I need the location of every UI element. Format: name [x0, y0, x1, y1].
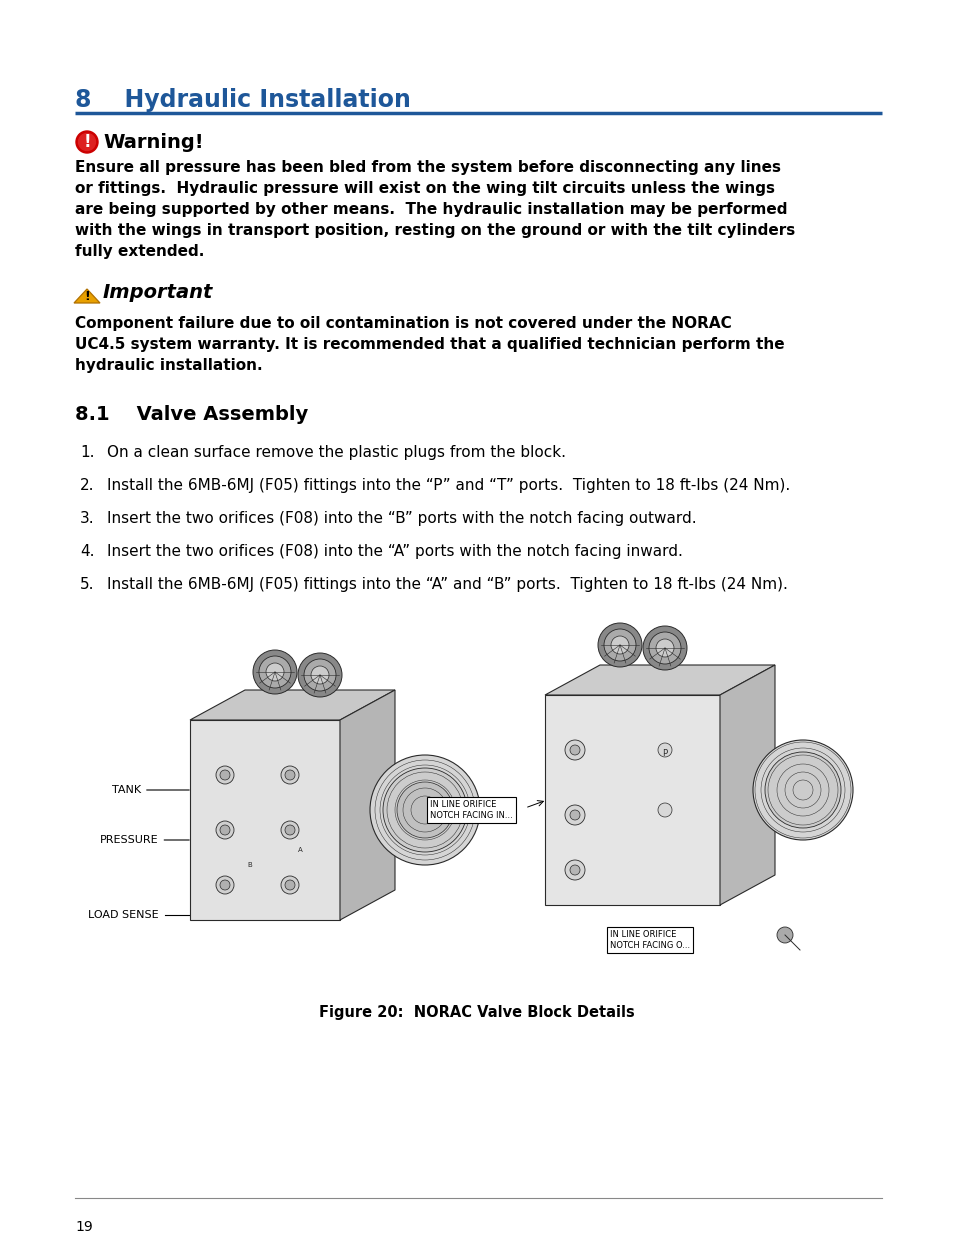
Text: PRESSURE: PRESSURE	[100, 835, 189, 845]
Circle shape	[285, 881, 294, 890]
Text: 4.: 4.	[80, 543, 94, 559]
Circle shape	[281, 766, 298, 784]
Circle shape	[642, 626, 686, 671]
Polygon shape	[544, 695, 720, 905]
Circle shape	[220, 881, 230, 890]
Circle shape	[656, 638, 673, 657]
Text: On a clean surface remove the plastic plugs from the block.: On a clean surface remove the plastic pl…	[107, 445, 565, 459]
Circle shape	[752, 740, 852, 840]
Circle shape	[610, 636, 628, 655]
Text: 5.: 5.	[80, 577, 94, 592]
Polygon shape	[74, 289, 100, 303]
Text: IN LINE ORIFICE
NOTCH FACING IN...: IN LINE ORIFICE NOTCH FACING IN...	[430, 799, 512, 820]
Polygon shape	[720, 664, 774, 905]
Circle shape	[658, 743, 671, 757]
Text: 2.: 2.	[80, 478, 94, 493]
Circle shape	[258, 656, 291, 688]
Text: Insert the two orifices (F08) into the “A” ports with the notch facing inward.: Insert the two orifices (F08) into the “…	[107, 543, 682, 559]
Circle shape	[564, 740, 584, 760]
Text: 8.1    Valve Assembly: 8.1 Valve Assembly	[75, 405, 308, 424]
Circle shape	[76, 131, 98, 153]
Text: B: B	[248, 862, 253, 868]
Text: Figure 20:  NORAC Valve Block Details: Figure 20: NORAC Valve Block Details	[319, 1005, 634, 1020]
Text: Install the 6MB-6MJ (F05) fittings into the “P” and “T” ports.  Tighten to 18 ft: Install the 6MB-6MJ (F05) fittings into …	[107, 478, 789, 493]
Circle shape	[220, 769, 230, 781]
Text: UC4.5 system warranty. It is recommended that a qualified technician perform the: UC4.5 system warranty. It is recommended…	[75, 337, 783, 352]
Circle shape	[253, 650, 296, 694]
Circle shape	[396, 782, 453, 839]
Text: Install the 6MB-6MJ (F05) fittings into the “A” and “B” ports.  Tighten to 18 ft: Install the 6MB-6MJ (F05) fittings into …	[107, 577, 787, 592]
Text: Important: Important	[103, 283, 213, 303]
Text: Component failure due to oil contamination is not covered under the NORAC: Component failure due to oil contaminati…	[75, 316, 731, 331]
Circle shape	[78, 133, 95, 151]
Circle shape	[215, 876, 233, 894]
Circle shape	[648, 632, 680, 664]
Circle shape	[285, 825, 294, 835]
Circle shape	[297, 653, 341, 697]
Text: 1.: 1.	[80, 445, 94, 459]
Polygon shape	[190, 720, 339, 920]
Circle shape	[569, 864, 579, 876]
Circle shape	[776, 927, 792, 944]
Circle shape	[304, 659, 335, 692]
Circle shape	[215, 821, 233, 839]
Circle shape	[564, 860, 584, 881]
Text: fully extended.: fully extended.	[75, 245, 204, 259]
Text: Insert the two orifices (F08) into the “B” ports with the notch facing outward.: Insert the two orifices (F08) into the “…	[107, 511, 696, 526]
Text: LOAD SENSE: LOAD SENSE	[88, 910, 158, 920]
Text: A: A	[297, 847, 302, 853]
Text: P: P	[661, 748, 667, 757]
Text: IN LINE ORIFICE
NOTCH FACING O...: IN LINE ORIFICE NOTCH FACING O...	[609, 930, 689, 951]
Text: 19: 19	[75, 1220, 92, 1234]
Text: hydraulic installation.: hydraulic installation.	[75, 358, 262, 373]
Circle shape	[603, 629, 636, 661]
Polygon shape	[190, 690, 395, 720]
Text: 8    Hydraulic Installation: 8 Hydraulic Installation	[75, 88, 411, 112]
Circle shape	[569, 745, 579, 755]
Circle shape	[215, 766, 233, 784]
Text: Ensure all pressure has been bled from the system before disconnecting any lines: Ensure all pressure has been bled from t…	[75, 161, 781, 175]
Polygon shape	[544, 664, 774, 695]
Text: !: !	[83, 133, 91, 151]
Text: 3.: 3.	[80, 511, 94, 526]
Text: !: !	[84, 290, 90, 304]
Text: are being supported by other means.  The hydraulic installation may be performed: are being supported by other means. The …	[75, 203, 786, 217]
Circle shape	[569, 810, 579, 820]
Circle shape	[285, 769, 294, 781]
Text: Warning!: Warning!	[103, 133, 203, 152]
Circle shape	[266, 663, 284, 680]
Circle shape	[564, 805, 584, 825]
Circle shape	[658, 803, 671, 818]
Circle shape	[370, 755, 479, 864]
Circle shape	[598, 622, 641, 667]
Circle shape	[311, 666, 329, 684]
Text: with the wings in transport position, resting on the ground or with the tilt cyl: with the wings in transport position, re…	[75, 224, 795, 238]
Circle shape	[281, 821, 298, 839]
Polygon shape	[339, 690, 395, 920]
Text: TANK: TANK	[112, 785, 189, 795]
Text: or fittings.  Hydraulic pressure will exist on the wing tilt circuits unless the: or fittings. Hydraulic pressure will exi…	[75, 182, 774, 196]
Circle shape	[220, 825, 230, 835]
Circle shape	[382, 768, 467, 852]
Circle shape	[764, 752, 841, 827]
Circle shape	[281, 876, 298, 894]
